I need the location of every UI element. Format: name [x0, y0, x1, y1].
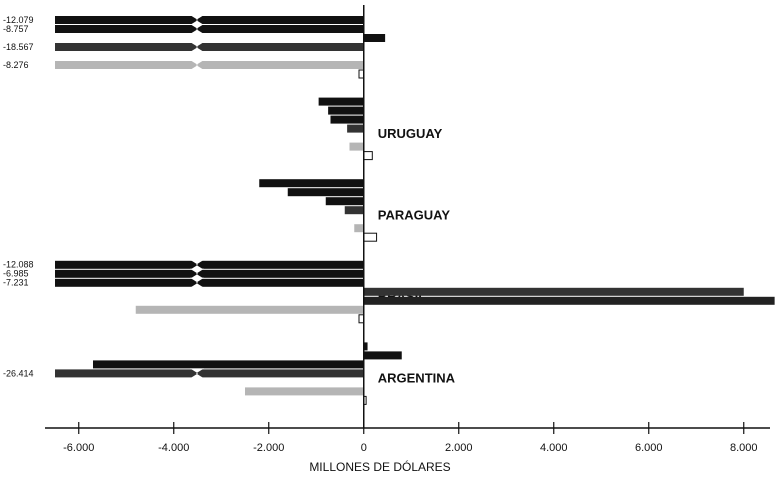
bar [245, 387, 364, 396]
x-tick-label: 8.000 [730, 442, 758, 454]
bar [55, 61, 364, 69]
x-tick-label: 2.000 [445, 442, 473, 454]
bar-break [190, 368, 204, 379]
x-axis-title: MILLONES DE DÓLARES [309, 459, 450, 474]
bar [55, 278, 364, 287]
x-tick-label: -6.000 [63, 442, 94, 454]
value-label: -12.079 [3, 15, 34, 25]
bar [347, 124, 364, 133]
bar [55, 269, 364, 278]
category-label: ARGENTINA [378, 371, 456, 386]
bar [363, 151, 373, 161]
bar [328, 106, 364, 115]
bar [349, 142, 364, 151]
bar [55, 16, 364, 24]
bar [344, 206, 364, 215]
bar [93, 360, 364, 369]
bar-break [190, 60, 204, 70]
bar [363, 351, 402, 360]
bar [55, 369, 364, 378]
bar-break [190, 24, 204, 34]
bar [363, 34, 386, 42]
bar [55, 25, 364, 33]
bar [55, 43, 364, 51]
bar [363, 287, 744, 296]
x-tick-label: 0 [361, 442, 367, 454]
category-label: PARAGUAY [378, 207, 451, 222]
bar [330, 115, 364, 124]
bar-break [190, 42, 204, 52]
value-label: -12.088 [3, 260, 34, 270]
value-label: -7.231 [3, 278, 29, 288]
category-label: URUGUAY [378, 126, 443, 141]
value-label: -18.567 [3, 42, 34, 52]
value-label: -8.757 [3, 24, 29, 34]
bar [55, 260, 364, 269]
bar [363, 342, 368, 351]
value-label: -8.276 [3, 60, 29, 70]
bar-break [190, 277, 204, 288]
x-tick-label: 6.000 [635, 442, 663, 454]
bar [363, 296, 775, 305]
bar [259, 179, 364, 188]
x-tick-label: -2.000 [253, 442, 284, 454]
bar [135, 305, 364, 314]
bar-break [190, 259, 204, 270]
value-label: -26.414 [3, 368, 34, 378]
bar [318, 97, 364, 106]
value-label: -6.985 [3, 269, 29, 279]
bar [354, 224, 364, 233]
bar-break [190, 15, 204, 25]
x-tick-label: -4.000 [158, 442, 189, 454]
x-tick-label: 4.000 [540, 442, 568, 454]
bar [287, 188, 364, 197]
bar-break [190, 268, 204, 279]
bar [325, 197, 364, 206]
bar [363, 232, 378, 242]
